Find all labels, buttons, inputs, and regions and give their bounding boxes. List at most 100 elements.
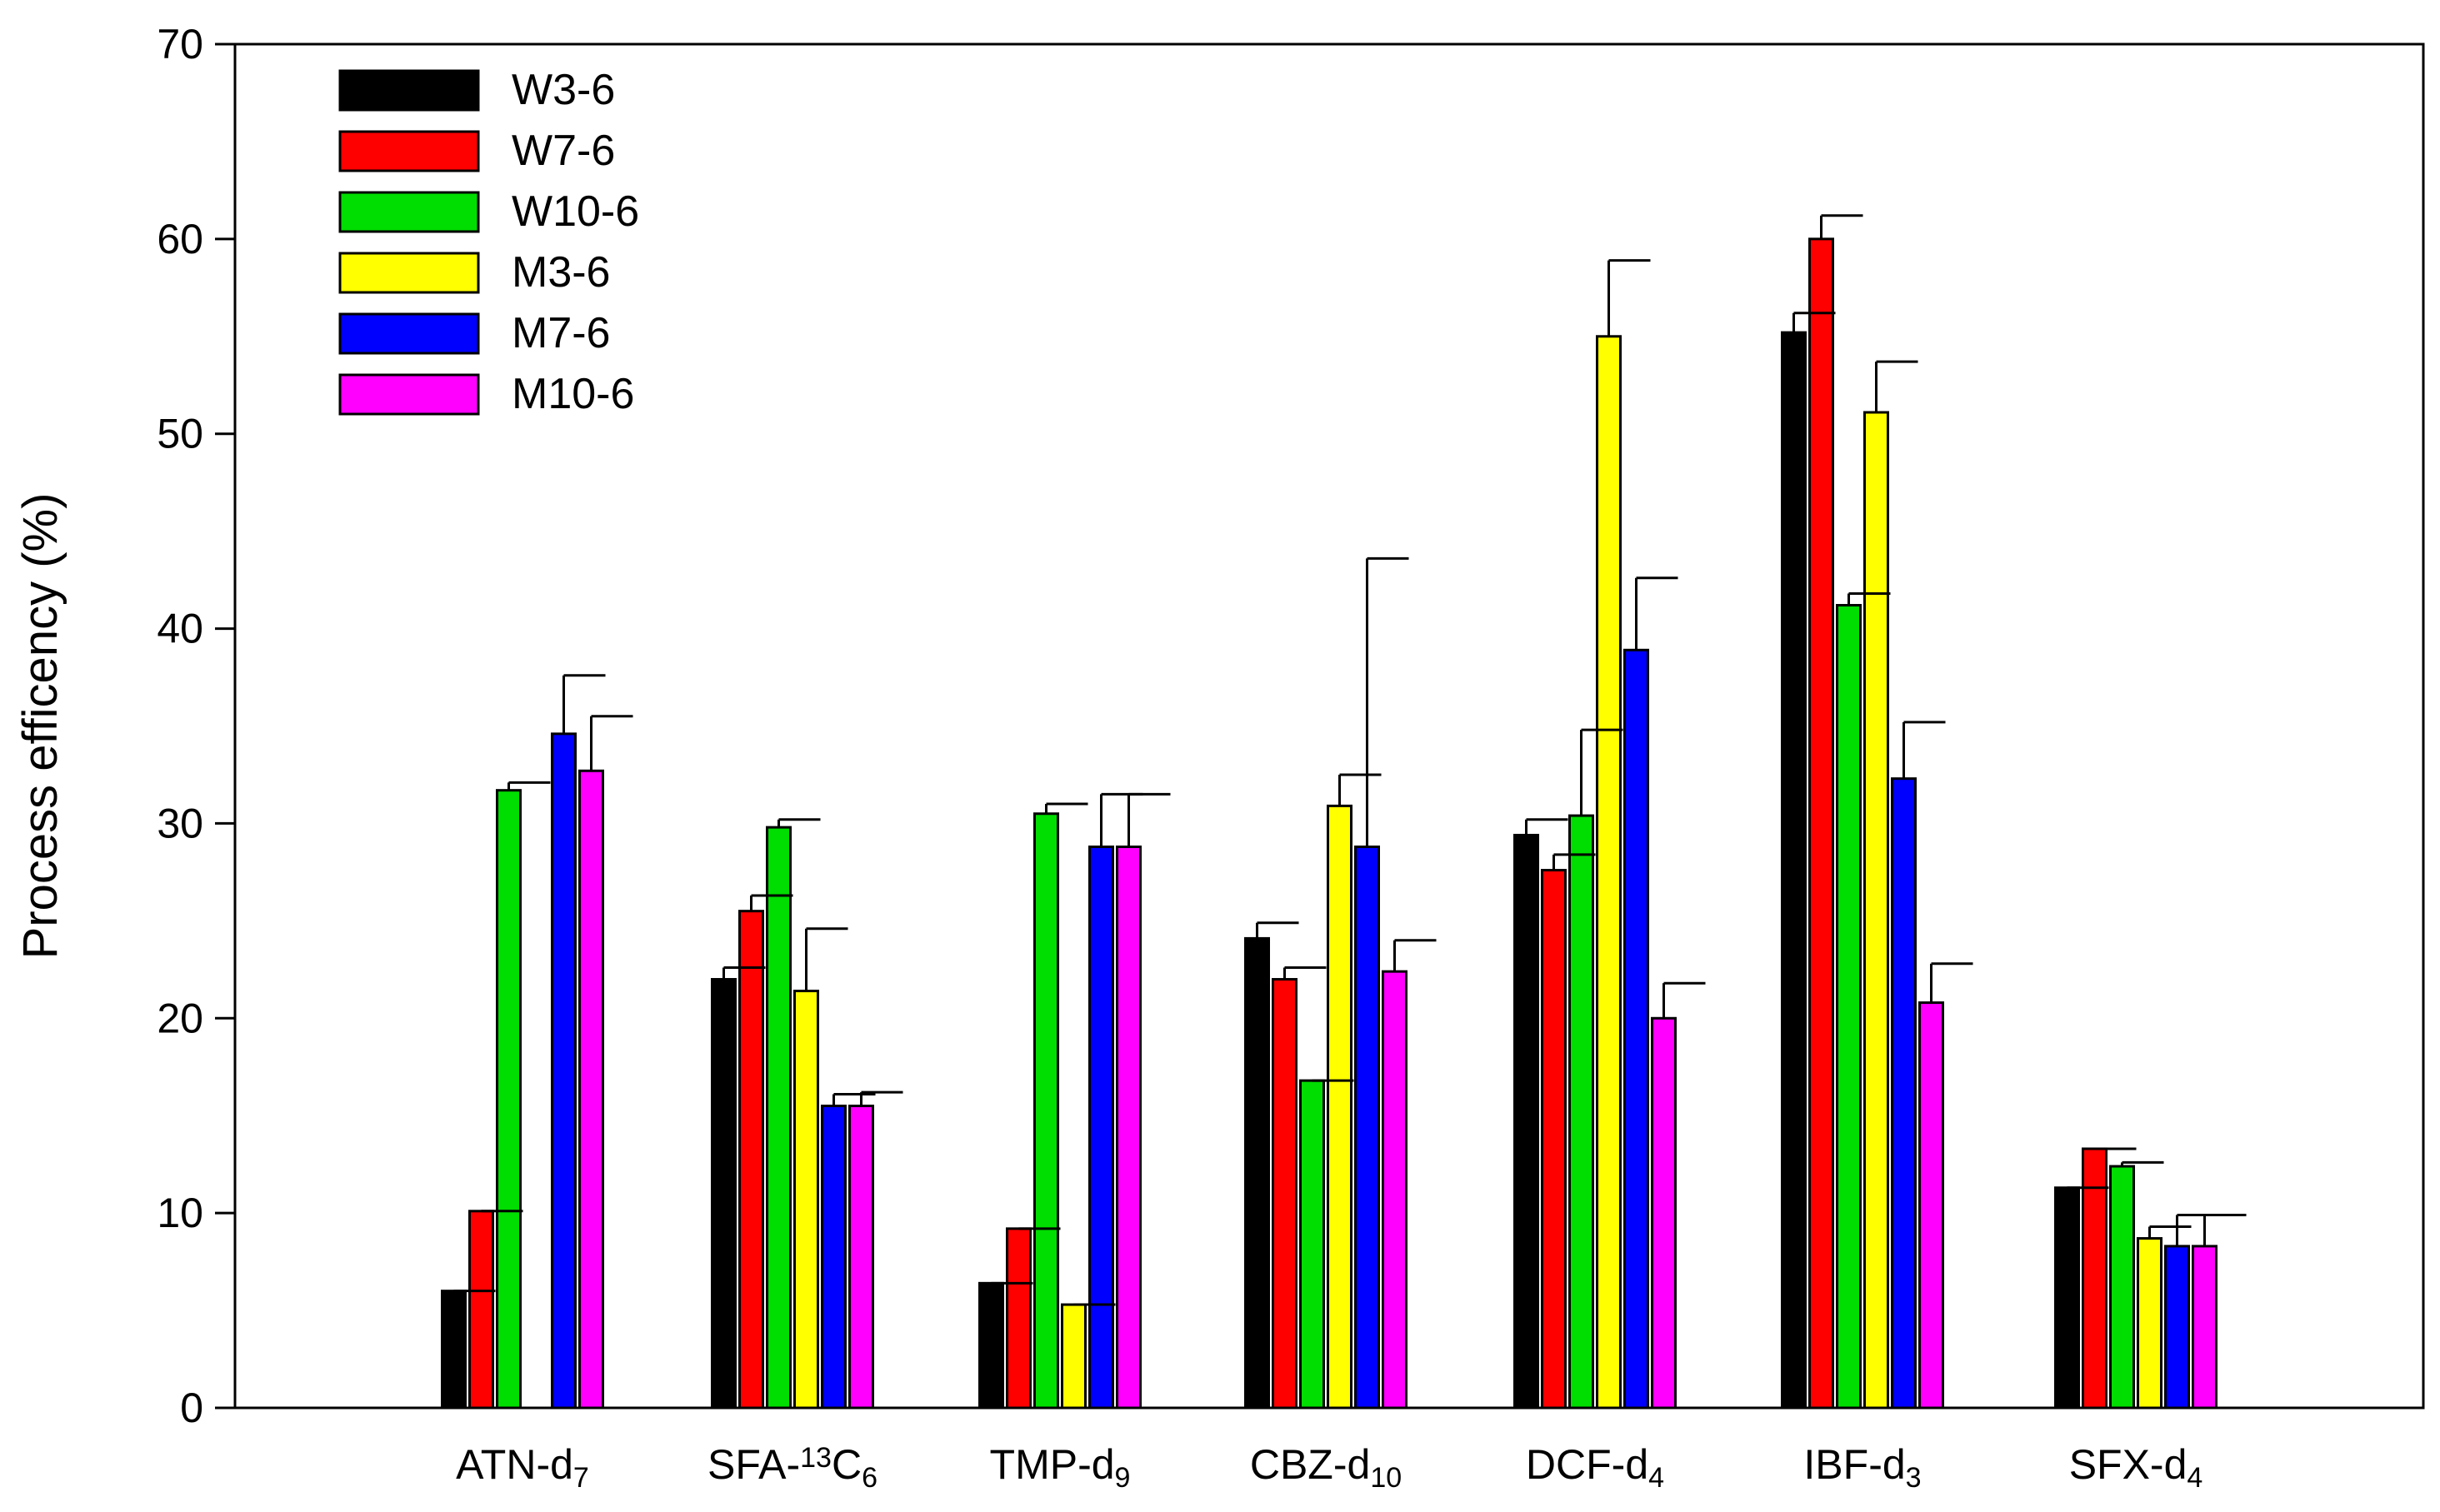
error-bar-w10-6-2 xyxy=(1045,802,1088,814)
legend-item-m7-6: M7-6 xyxy=(338,309,610,357)
bar-w10-6-2 xyxy=(1033,812,1059,1410)
error-bar-m7-6-5 xyxy=(1902,721,1946,779)
bar-m10-6-4 xyxy=(1651,1016,1677,1410)
error-bar-m10-6-3 xyxy=(1393,939,1437,972)
bar-m7-6-3 xyxy=(1354,845,1380,1410)
bar-m7-6-4 xyxy=(1623,648,1649,1410)
bar-w7-6-1 xyxy=(738,910,764,1410)
error-bar-m10-6-4 xyxy=(1662,981,1706,1019)
error-bar-m3-6-4 xyxy=(1608,259,1651,337)
label-subscript: 10 xyxy=(1370,1462,1402,1494)
y-axis-title: Process efficency (%) xyxy=(13,493,68,960)
error-bar-w7-6-4 xyxy=(1552,853,1596,871)
y-axis: 0 10 20 30 40 50 60 70 xyxy=(157,21,235,1431)
bar-m7-6-0 xyxy=(551,732,577,1410)
bar-m10-6-6 xyxy=(2192,1245,2218,1410)
bar-w3-6-6 xyxy=(2054,1186,2080,1410)
legend-item-m3-6: M3-6 xyxy=(338,248,610,297)
x-category-label: SFA-13C6 xyxy=(708,1441,878,1494)
error-bar-w3-6-1 xyxy=(722,966,766,980)
bar-w7-6-2 xyxy=(1006,1227,1032,1410)
y-tick-label: 0 xyxy=(180,1385,203,1431)
label-subscript: 7 xyxy=(573,1462,589,1494)
error-bar-m7-6-2 xyxy=(1100,792,1143,847)
y-tick-label: 50 xyxy=(157,411,203,457)
error-bar-m7-6-6 xyxy=(2176,1213,2219,1246)
legend-label: W3-6 xyxy=(512,66,615,114)
y-tick-label: 60 xyxy=(157,216,203,262)
error-bar-w3-6-4 xyxy=(1525,818,1568,836)
bar-w10-6-6 xyxy=(2109,1165,2135,1410)
label-base: IBF-d xyxy=(1803,1441,1905,1488)
x-category-label: SFX-d4 xyxy=(2069,1441,2203,1494)
bar-w10-6-5 xyxy=(1836,604,1862,1410)
label-base: SFX-d xyxy=(2069,1441,2188,1488)
legend-item-m10-6: M10-6 xyxy=(338,370,634,418)
error-bar-m10-6-0 xyxy=(590,715,633,771)
error-bar-m3-6-3 xyxy=(1338,773,1382,806)
label-base: DCF-d xyxy=(1526,1441,1648,1488)
bar-m10-6-0 xyxy=(578,769,604,1410)
error-bar-m7-6-3 xyxy=(1366,556,1409,847)
legend-label: M7-6 xyxy=(512,309,610,357)
y-tick-label: 10 xyxy=(157,1190,203,1236)
legend-swatch xyxy=(338,252,480,294)
x-axis: ATN-d7 SFA-13C6 TMP-d9 CBZ-d10 DCF-d4 IBF-d3 S… xyxy=(456,1441,2202,1494)
legend: W3-6 W7-6 W10-6 M3-6 M7-6 M10-6 xyxy=(338,66,639,418)
bar-w3-6-5 xyxy=(1781,331,1807,1410)
bar-w10-6-3 xyxy=(1299,1079,1325,1410)
error-bar-w10-6-4 xyxy=(1580,728,1623,816)
bar-w7-6-6 xyxy=(2082,1147,2108,1410)
x-category-label: ATN-d7 xyxy=(456,1441,589,1494)
x-category-label: TMP-d9 xyxy=(990,1441,1131,1494)
bar-w3-6-4 xyxy=(1513,833,1539,1410)
bar-m3-6-5 xyxy=(1863,411,1889,1410)
legend-swatch xyxy=(338,191,480,233)
legend-swatch xyxy=(338,312,480,355)
legend-item-w10-6: W10-6 xyxy=(338,187,639,236)
error-bar-m10-6-5 xyxy=(1930,962,1973,1003)
bar-w7-6-5 xyxy=(1808,237,1834,1410)
x-category-label: DCF-d4 xyxy=(1526,1441,1664,1494)
error-bar-m10-6-2 xyxy=(1128,792,1171,847)
bar-m7-6-1 xyxy=(821,1105,847,1410)
error-bar-w3-6-3 xyxy=(1256,921,1299,939)
label-base: ATN-d xyxy=(456,1441,573,1488)
bar-m3-6-2 xyxy=(1061,1303,1087,1410)
error-bar-w10-6-5 xyxy=(1848,591,1891,606)
label-subscript: 3 xyxy=(1906,1462,1922,1494)
y-tick-label: 30 xyxy=(157,800,203,846)
error-bar-m10-6-1 xyxy=(860,1090,903,1106)
error-bar-w7-6-5 xyxy=(1820,214,1863,239)
error-bar-m7-6-4 xyxy=(1635,576,1678,651)
error-bar-w10-6-0 xyxy=(508,781,551,791)
bar-w10-6-1 xyxy=(766,826,792,1410)
bar-w10-6-0 xyxy=(496,789,522,1410)
bar-w10-6-4 xyxy=(1568,814,1594,1410)
bar-w7-6-0 xyxy=(468,1210,494,1410)
error-bar-w3-6-5 xyxy=(1792,312,1836,333)
bar-m7-6-5 xyxy=(1891,777,1917,1410)
bar-m10-6-2 xyxy=(1116,845,1142,1410)
bar-w3-6-1 xyxy=(711,978,737,1410)
label-subscript: 4 xyxy=(2187,1462,2202,1494)
bar-w7-6-3 xyxy=(1272,978,1298,1410)
bar-w3-6-3 xyxy=(1244,936,1270,1410)
error-bar-m10-6-6 xyxy=(2203,1213,2247,1246)
legend-swatch xyxy=(338,373,480,416)
error-bar-w7-6-3 xyxy=(1283,966,1327,980)
error-bar-m7-6-1 xyxy=(832,1092,876,1106)
bar-w3-6-2 xyxy=(978,1281,1004,1410)
x-category-label: CBZ-d10 xyxy=(1250,1441,1402,1494)
bar-m3-6-3 xyxy=(1327,804,1352,1410)
error-bar-m3-6-1 xyxy=(805,927,848,991)
bar-m3-6-4 xyxy=(1596,335,1622,1410)
x-category-label: IBF-d3 xyxy=(1803,1441,1921,1494)
legend-label: W10-6 xyxy=(512,187,639,236)
bar-m10-6-5 xyxy=(1918,1001,1944,1410)
label-subscript: 6 xyxy=(862,1462,878,1494)
y-tick-label: 70 xyxy=(157,21,203,67)
y-tick-label: 40 xyxy=(157,606,203,652)
label-base: TMP-d xyxy=(990,1441,1115,1488)
